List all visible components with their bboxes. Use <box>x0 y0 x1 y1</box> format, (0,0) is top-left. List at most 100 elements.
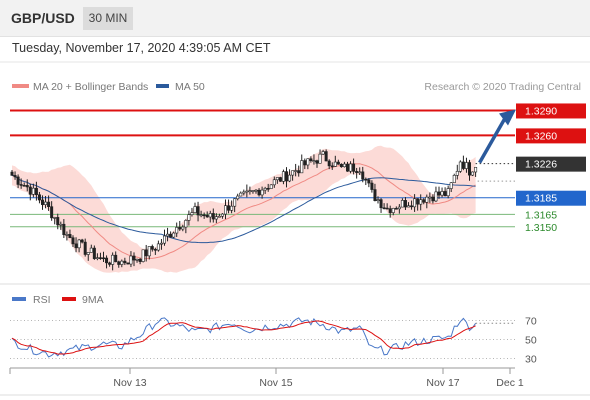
forecast-arrow-shaft <box>478 115 508 164</box>
candle-body <box>147 246 151 257</box>
rsi-ma-line <box>11 320 476 355</box>
candle-body <box>413 198 417 208</box>
candle-body <box>333 161 337 167</box>
candle-body <box>56 217 60 226</box>
level-label-1.3185: 1.3185 <box>525 193 557 205</box>
candle-body <box>345 163 349 172</box>
candle-body <box>71 237 75 245</box>
candle-body <box>281 171 285 182</box>
candle-body <box>144 249 148 257</box>
x-tick-label: Nov 15 <box>259 377 292 389</box>
ma20-line <box>11 163 476 260</box>
candle-body <box>50 206 54 219</box>
rsi-line <box>11 317 477 358</box>
candle-body <box>34 187 38 196</box>
candle-body <box>123 260 127 264</box>
candle-body <box>172 232 176 238</box>
candle-body <box>416 198 420 205</box>
level-label-1.3290: 1.3290 <box>525 105 557 117</box>
candle-body <box>156 243 160 251</box>
candle-body <box>284 171 288 182</box>
candle-body <box>400 200 404 208</box>
candle-body <box>303 160 307 166</box>
candle-body <box>153 248 157 251</box>
candle-body <box>370 182 374 190</box>
forecast-arrow-head <box>499 109 516 126</box>
level-tag-1.3260 <box>516 128 586 144</box>
candle-body <box>233 198 237 207</box>
timeframe-badge[interactable]: 30 MIN <box>83 7 133 30</box>
candle-body <box>37 194 41 201</box>
candle-body <box>16 176 20 185</box>
candle-body <box>77 239 81 249</box>
candle-body <box>352 163 356 172</box>
symbol-title: GBP/USD <box>11 10 75 26</box>
candle-body <box>434 191 438 202</box>
candle-body <box>269 184 273 189</box>
candle-body <box>272 179 276 186</box>
candle-body <box>217 215 221 218</box>
level-label-1.3150: 1.3150 <box>525 222 557 234</box>
candle-body <box>437 191 441 196</box>
candle-body <box>248 190 252 192</box>
rsi-tick-50: 50 <box>525 335 537 347</box>
candle-body <box>108 262 112 265</box>
candle-body <box>135 258 139 261</box>
candle-body <box>443 191 447 197</box>
candle-body <box>19 184 23 186</box>
candle-body <box>175 227 179 234</box>
candle-body <box>31 187 35 195</box>
candle-body <box>214 216 218 220</box>
candle-body <box>471 171 475 176</box>
forecast-arrow-layer <box>478 109 516 164</box>
candle-body <box>187 214 191 221</box>
candle-body <box>220 213 224 217</box>
candle-body <box>364 178 368 181</box>
candle-body <box>114 254 118 263</box>
candle-body <box>321 151 325 155</box>
candle-body <box>446 188 450 197</box>
candle-body <box>163 235 167 244</box>
candle-body <box>452 175 456 184</box>
candle-body <box>211 213 215 220</box>
x-tick-label: Nov 17 <box>426 377 459 389</box>
candle-body <box>80 239 84 243</box>
candle-body <box>394 207 398 210</box>
candle-body <box>242 191 246 194</box>
candle-body <box>47 201 51 207</box>
candle-body <box>361 171 365 180</box>
rsi-legend-swatch <box>12 297 26 301</box>
candle-body <box>92 247 96 259</box>
candle-body <box>230 205 234 211</box>
bollinger-band-layer <box>12 145 476 273</box>
candle-body <box>330 165 334 168</box>
candle-body <box>431 196 435 202</box>
candle-body <box>388 208 392 213</box>
candle-body <box>126 262 130 265</box>
level-label-1.3260: 1.3260 <box>525 130 557 142</box>
header-bar: GBP/USD 30 MIN <box>0 0 590 37</box>
x-tick-label: Nov 13 <box>113 377 146 389</box>
candle-body <box>397 206 401 210</box>
candle-body <box>205 214 209 218</box>
candle-body <box>105 257 109 264</box>
candle-body <box>312 160 316 162</box>
rsi-ma-legend-label: 9MA <box>82 294 104 306</box>
candle-body <box>102 257 106 260</box>
candle-body <box>22 185 26 187</box>
candle-body <box>44 201 48 205</box>
ma50-line <box>11 174 476 244</box>
candle-body <box>40 199 44 205</box>
candle-body <box>193 206 197 213</box>
candle-body <box>13 175 17 178</box>
candle-body <box>260 189 264 196</box>
x-axis: Nov 13 Nov 15 Nov 17 Dec 1 <box>113 368 524 389</box>
candle-body <box>257 189 261 196</box>
candle-body <box>275 177 279 181</box>
candle-body <box>181 226 185 230</box>
candle-body <box>227 205 231 211</box>
bollinger-legend-label: MA 20 + Bollinger Bands <box>33 81 148 93</box>
level-tag-1.3226 <box>516 156 586 172</box>
